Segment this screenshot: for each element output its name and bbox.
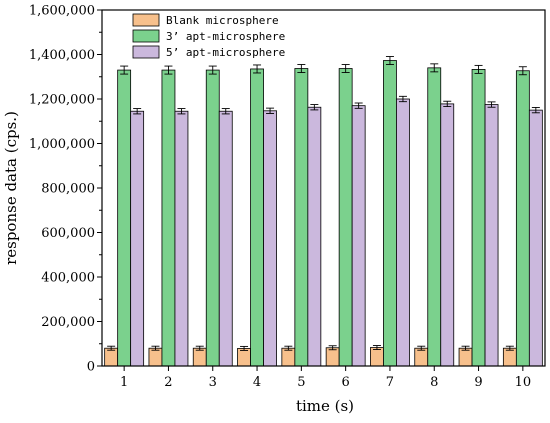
bar [502, 347, 517, 367]
y-tick-label: 1,600,000 [29, 4, 95, 19]
x-tick-label: 2 [164, 375, 172, 390]
bar [174, 110, 189, 367]
bar [104, 347, 119, 367]
x-tick-label: 6 [342, 375, 350, 390]
bar [515, 70, 530, 367]
x-tick-label: 8 [430, 375, 438, 390]
x-tick-label: 10 [515, 375, 532, 390]
bar [528, 109, 543, 367]
legend-label: 5’ apt-microsphere [166, 46, 285, 59]
bar [325, 347, 340, 367]
y-tick-label: 400,000 [41, 271, 95, 286]
bar [396, 98, 410, 367]
bar [458, 347, 473, 367]
x-tick-label: 5 [297, 375, 305, 390]
bar [237, 348, 251, 367]
bar [383, 60, 397, 367]
y-tick-label: 600,000 [41, 226, 95, 241]
y-tick-label: 0 [87, 360, 95, 375]
bar [148, 347, 163, 367]
x-tick-label: 1 [120, 375, 128, 390]
bar [263, 110, 277, 367]
y-tick-label: 1,200,000 [29, 93, 95, 108]
x-tick-label: 3 [209, 375, 217, 390]
axes-layer: 1 2 3 4 5 6 7 8 9 10 0 200,000 400,000 600,000 800,000… [29, 4, 546, 390]
bar [192, 347, 207, 367]
bar [427, 67, 442, 367]
x-tick-label: 9 [474, 375, 482, 390]
bar [161, 69, 176, 367]
bar [338, 68, 353, 367]
x-tick-label: 4 [253, 375, 261, 390]
legend-swatch [132, 45, 160, 59]
y-tick-label: 1,400,000 [29, 48, 95, 63]
y-axis-title: response data (cps.) [2, 111, 20, 265]
bar [218, 110, 233, 367]
legend-swatch [132, 29, 160, 43]
legend-label: Blank microsphere [166, 14, 279, 27]
bar [440, 103, 455, 367]
bar [130, 110, 145, 367]
bar [250, 68, 264, 367]
bar [484, 104, 499, 367]
x-tick-label: 7 [386, 375, 394, 390]
x-axis-title: time (s) [296, 397, 354, 415]
legend-swatch [132, 13, 160, 27]
bar [307, 106, 322, 367]
bar [471, 69, 486, 367]
y-tick-label: 200,000 [41, 315, 95, 330]
bar [351, 105, 366, 367]
bar [205, 69, 220, 367]
y-tick-label: 1,000,000 [29, 137, 95, 152]
legend-label: 3’ apt-microsphere [166, 30, 285, 43]
bars-layer [104, 56, 543, 367]
bar [294, 68, 309, 367]
bar [281, 347, 296, 367]
bar [370, 347, 384, 367]
legend: Blank microsphere 3’ apt-microsphere 5’ ap… [132, 13, 285, 59]
bar [117, 69, 132, 367]
bar [414, 347, 429, 367]
y-tick-label: 800,000 [41, 182, 95, 197]
